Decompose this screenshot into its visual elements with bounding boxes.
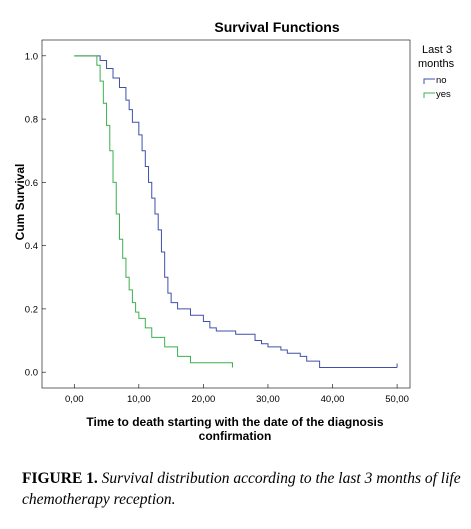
y-axis: 0.0 0.2 0.4 0.6 0.8 1.0 — [25, 51, 46, 379]
x-tick-label: 40,00 — [321, 394, 345, 405]
x-tick-label: 0,00 — [65, 394, 84, 405]
survival-chart: Survival Functions Cum Survival 0.00.20.… — [13, 19, 455, 443]
y-tick-label: 0.4 — [25, 241, 38, 252]
x-tick-label: 20,00 — [192, 394, 216, 405]
y-tick-label: 0.8 — [25, 115, 38, 126]
y-tick-label: 0.2 — [25, 304, 38, 315]
chart-title: Survival Functions — [214, 19, 339, 35]
legend-label-yes: yes — [436, 89, 451, 100]
x-axis-label-line1: Time to death starting with the date of … — [86, 415, 383, 429]
legend: Last 3 months no yes — [418, 44, 455, 100]
legend-swatch-no — [423, 78, 435, 84]
series-line-yes — [74, 55, 233, 368]
x-tick-label: 10,00 — [127, 394, 151, 405]
y-tick-label: 0.6 — [25, 178, 38, 189]
series-layer — [74, 55, 398, 368]
x-tick-label: 30,00 — [256, 394, 280, 405]
x-tick-label: 50,00 — [385, 394, 409, 405]
legend-swatch-yes — [423, 92, 435, 98]
legend-label-no: no — [436, 75, 447, 86]
y-tick-label: 0.0 — [25, 368, 38, 379]
y-axis-label: Cum Survival — [13, 164, 27, 241]
x-axis: 0,00 10,00 20,00 30,00 40,00 50,00 — [65, 384, 409, 405]
legend-title-line1: Last 3 — [422, 44, 452, 56]
x-axis-label-line2: confirmation — [199, 429, 272, 443]
caption-text: Survival distribution according to the l… — [22, 470, 461, 508]
y-tick-label: 1.0 — [25, 51, 38, 62]
caption-label: FIGURE 1. — [22, 470, 98, 487]
figure-caption: FIGURE 1. Survival distribution accordin… — [22, 468, 462, 510]
censor-markers — [231, 363, 398, 368]
legend-title-line2: months — [418, 58, 455, 70]
plot-area — [41, 39, 411, 389]
series-line-no — [74, 55, 398, 368]
